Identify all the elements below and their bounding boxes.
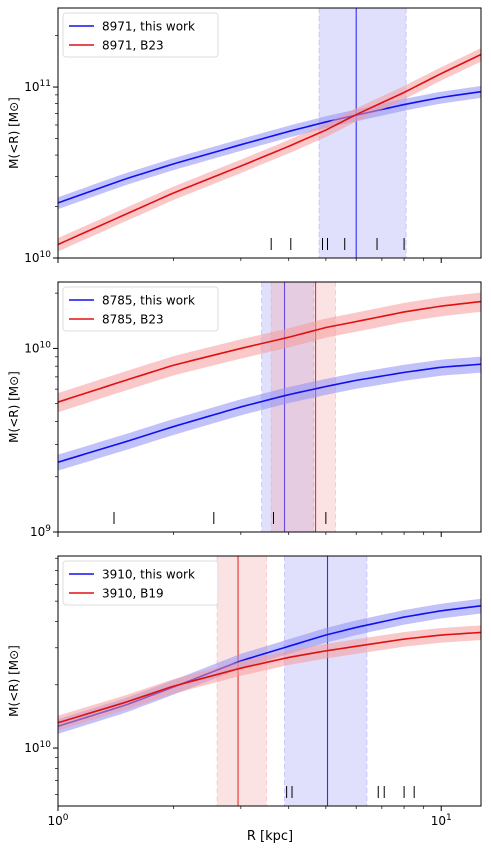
axes-frame xyxy=(57,555,482,807)
legend: 3910, this work 3910, B19 xyxy=(62,560,219,606)
y-tick-label: 109 xyxy=(30,524,51,539)
series-line-1 xyxy=(58,363,481,463)
legend-box xyxy=(62,286,219,332)
series-line-1 xyxy=(58,90,481,204)
series-band-1 xyxy=(58,85,481,210)
y-tick-label: 1010 xyxy=(24,250,51,265)
x-axis-label: R [kpc] xyxy=(247,829,293,844)
legend-label-2: 8785, B23 xyxy=(102,313,164,327)
series-band-1 xyxy=(58,598,481,734)
y-axis-label: M(<R) [M⊙] xyxy=(7,97,21,169)
y-tick-label: 1010 xyxy=(24,340,51,355)
series-line-2 xyxy=(58,300,481,403)
legend-label-1: 8971, this work xyxy=(102,20,195,34)
y-tick-label: 1011 xyxy=(24,79,51,94)
legend-box xyxy=(62,560,219,606)
series-band-2 xyxy=(58,48,481,252)
series-band-1 xyxy=(58,356,481,471)
panel-2: 109 1010 M(<R) [M⊙] 8785, this work 8785, B2… xyxy=(7,281,482,539)
series-band-2 xyxy=(58,625,481,731)
series-line-2 xyxy=(58,53,481,246)
radius-uncertainty-band xyxy=(217,556,267,806)
y-tick-label: 1010 xyxy=(24,740,51,755)
legend-label-2: 3910, B19 xyxy=(102,587,164,601)
axes-frame xyxy=(57,281,482,533)
x-tick-label: 101 xyxy=(431,813,452,828)
legend: 8785, this work 8785, B23 xyxy=(62,286,219,332)
y-axis-label: M(<R) [M⊙] xyxy=(7,371,21,443)
legend-label-2: 8971, B23 xyxy=(102,39,164,53)
radius-uncertainty-band xyxy=(284,556,367,806)
y-axis-label: M(<R) [M⊙] xyxy=(7,645,21,717)
plot-area xyxy=(58,8,481,258)
axes-frame xyxy=(57,7,482,259)
legend-label-1: 3910, this work xyxy=(102,568,195,582)
series-line-2 xyxy=(58,631,481,724)
legend-box xyxy=(62,12,219,58)
panel-3: 1010 M(<R) [M⊙] 3910, this work 3910, B19 10… xyxy=(7,555,482,828)
plot-area xyxy=(58,282,481,532)
legend-label-1: 8785, this work xyxy=(102,294,195,308)
plot-area xyxy=(58,556,481,806)
series-band-2 xyxy=(58,292,481,413)
legend: 8971, this work 8971, B23 xyxy=(62,12,219,58)
x-tick-label: 100 xyxy=(47,813,68,828)
